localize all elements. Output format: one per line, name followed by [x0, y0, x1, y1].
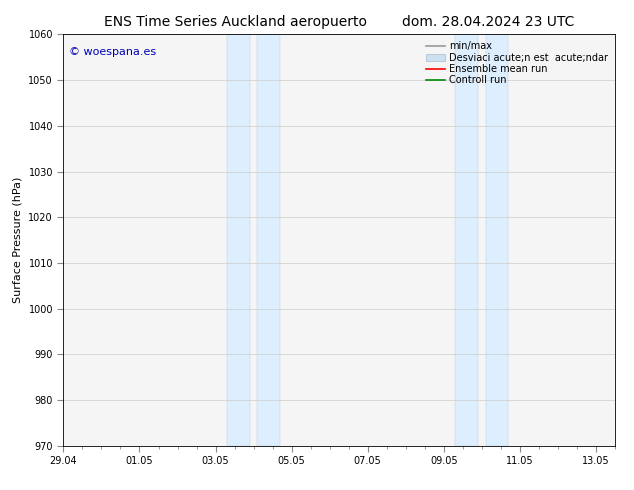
Y-axis label: Surface Pressure (hPa): Surface Pressure (hPa): [13, 177, 23, 303]
Bar: [455, 34, 478, 446]
Bar: [257, 34, 280, 446]
Text: © woespana.es: © woespana.es: [69, 47, 156, 57]
Bar: [227, 34, 250, 446]
Title: ENS Time Series Auckland aeropuerto        dom. 28.04.2024 23 UTC: ENS Time Series Auckland aeropuerto dom.…: [104, 15, 574, 29]
Legend: min/max, Desviaci acute;n est  acute;ndar, Ensemble mean run, Controll run: min/max, Desviaci acute;n est acute;ndar…: [424, 39, 610, 87]
Bar: [486, 34, 508, 446]
